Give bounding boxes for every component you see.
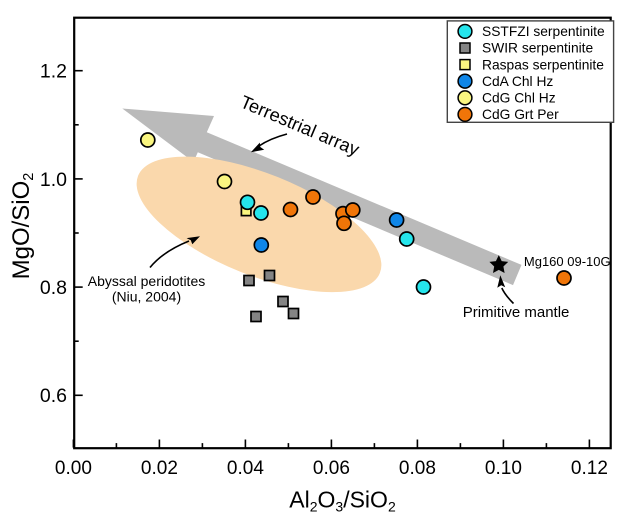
svg-text:0.8: 0.8 xyxy=(40,277,67,299)
svg-text:0.02: 0.02 xyxy=(141,458,178,479)
svg-text:CdG Grt Per: CdG Grt Per xyxy=(482,107,559,122)
svg-text:SSTFZI serpentinite: SSTFZI serpentinite xyxy=(482,24,605,39)
svg-text:CdG Chl Hz: CdG Chl Hz xyxy=(482,91,556,106)
svg-text:MgO/SiO2: MgO/SiO2 xyxy=(8,173,37,280)
svg-text:SWIR serpentinite: SWIR serpentinite xyxy=(482,41,594,56)
svg-text:0.6: 0.6 xyxy=(40,385,67,407)
svg-text:0.04: 0.04 xyxy=(227,458,264,479)
svg-text:Abyssal peridotites: Abyssal peridotites xyxy=(88,273,206,289)
svg-text:1.0: 1.0 xyxy=(40,169,67,191)
svg-text:0.12: 0.12 xyxy=(571,458,608,479)
svg-text:Raspas serpentinite: Raspas serpentinite xyxy=(482,57,604,72)
svg-text:0.08: 0.08 xyxy=(399,458,436,479)
svg-text:1.2: 1.2 xyxy=(40,61,67,83)
svg-text:0.10: 0.10 xyxy=(485,458,522,479)
svg-text:Mg160 09-10G: Mg160 09-10G xyxy=(524,254,611,269)
svg-text:Primitive mantle: Primitive mantle xyxy=(463,304,570,321)
svg-text:0.00: 0.00 xyxy=(55,458,92,479)
svg-text:0.06: 0.06 xyxy=(313,458,350,479)
svg-text:CdA Chl Hz: CdA Chl Hz xyxy=(482,74,553,89)
svg-text:(Niu, 2004): (Niu, 2004) xyxy=(112,288,181,304)
svg-text:Al2O3/SiO2: Al2O3/SiO2 xyxy=(289,487,396,515)
